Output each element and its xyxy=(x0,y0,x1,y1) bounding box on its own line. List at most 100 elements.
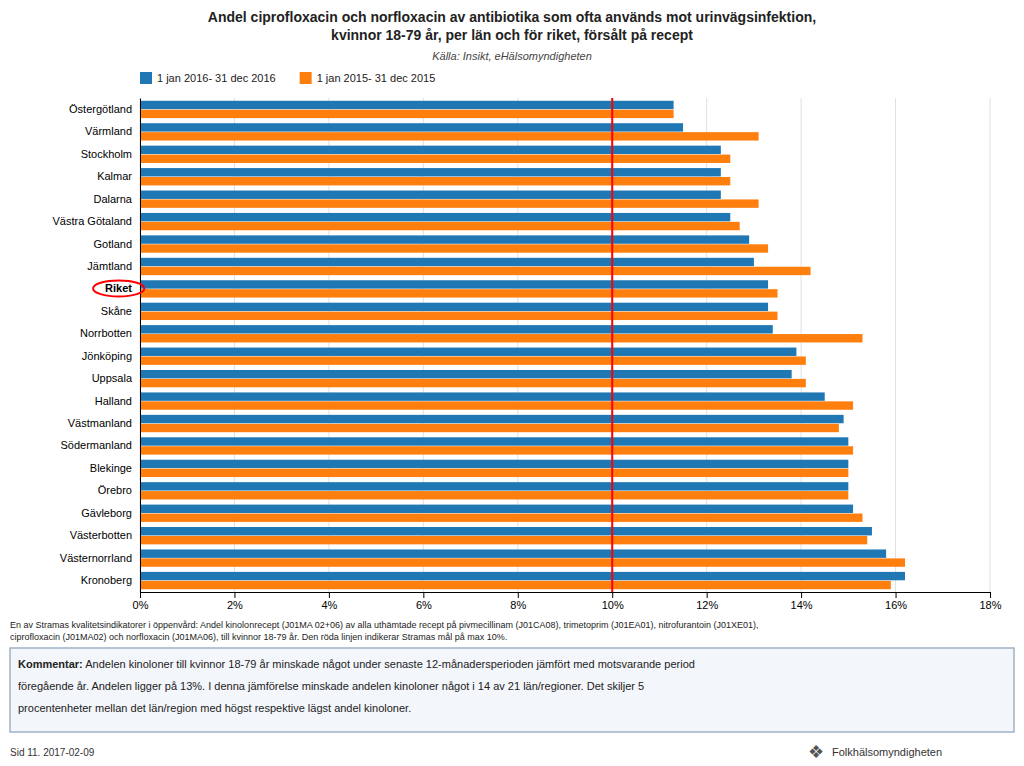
tick-label: 10% xyxy=(602,599,624,611)
bar xyxy=(140,527,872,535)
legend-entry: 1 jan 2016- 31 dec 2016 xyxy=(157,72,276,84)
grid-line xyxy=(895,98,896,592)
comment-title: Kommentar: xyxy=(18,658,83,670)
tick: Gotland xyxy=(93,238,132,250)
bar xyxy=(140,101,674,109)
bar xyxy=(140,469,848,477)
tick: Stockholm xyxy=(81,148,132,160)
tick-label: Jönköping xyxy=(82,350,132,362)
subtitle: Källa: Insikt, eHälsomyndigheten xyxy=(432,50,592,62)
bar xyxy=(140,303,768,311)
tick-mark xyxy=(801,592,802,598)
tick-label: Skåne xyxy=(101,305,132,317)
tick-label: Dalarna xyxy=(93,193,132,205)
bar xyxy=(140,325,773,333)
title: kvinnor 18-79 år, per län och för riket,… xyxy=(331,27,693,43)
bar xyxy=(140,258,754,266)
bar xyxy=(140,177,730,185)
bar xyxy=(140,244,768,252)
tick-label: Gotland xyxy=(93,238,132,250)
tick-mark xyxy=(423,592,424,598)
tick: Dalarna xyxy=(93,193,132,205)
tick: Halland xyxy=(95,395,132,407)
tick-label: Stockholm xyxy=(81,148,132,160)
note: ciprofloxacin (J01MA02) och norfloxacin … xyxy=(10,632,507,642)
tick: 14% xyxy=(791,592,813,611)
bar xyxy=(140,213,730,221)
x-axis: 0%2%4%6%8%10%12%14%16%18% xyxy=(133,592,1002,611)
bar xyxy=(140,415,844,423)
tick: Södermanland xyxy=(60,439,132,451)
tick-label: Gävleborg xyxy=(81,507,132,519)
bar xyxy=(140,392,825,400)
tick: Östergötland xyxy=(69,103,132,115)
tick: Uppsala xyxy=(92,372,133,384)
tick: Kronoberg xyxy=(81,574,132,586)
bar xyxy=(140,505,853,513)
tick-label: Värmland xyxy=(85,125,132,137)
bar xyxy=(140,446,853,454)
grid-line xyxy=(990,98,991,592)
tick: Västernorrland xyxy=(60,552,132,564)
tick-mark xyxy=(896,592,897,598)
tick: Norrbotten xyxy=(80,327,132,339)
bar xyxy=(140,146,721,154)
bar xyxy=(140,312,778,320)
tick-mark xyxy=(329,592,330,598)
tick: Örebro xyxy=(98,484,132,496)
bar xyxy=(140,289,778,297)
tick: Gävleborg xyxy=(81,507,132,519)
tick: Västerbotten xyxy=(70,529,132,541)
series xyxy=(140,110,905,590)
tick-label: Uppsala xyxy=(92,372,133,384)
tick: 6% xyxy=(416,592,432,611)
bar xyxy=(140,110,674,118)
tick-label: Blekinge xyxy=(90,462,132,474)
highlight-oval xyxy=(93,280,144,296)
bar xyxy=(140,514,863,522)
legend-swatch xyxy=(140,72,152,84)
tick-label: 4% xyxy=(321,599,337,611)
bar xyxy=(140,437,848,445)
bar xyxy=(140,491,848,499)
tick: Västmanland xyxy=(68,417,132,429)
tick-label: 18% xyxy=(979,599,1001,611)
legend-swatch xyxy=(300,72,312,84)
tick-label: Västra Götaland xyxy=(53,215,133,227)
bar xyxy=(140,424,839,432)
bar xyxy=(140,482,848,490)
comment-frame xyxy=(10,648,1014,732)
comment-line: procentenheter mellan det län/region med… xyxy=(18,702,411,714)
tick-label: 14% xyxy=(791,599,813,611)
bar xyxy=(140,549,886,557)
tick: 12% xyxy=(696,592,718,611)
tick-label: 6% xyxy=(416,599,432,611)
tick-label: 8% xyxy=(510,599,526,611)
legend: 1 jan 2016- 31 dec 20161 jan 2015- 31 de… xyxy=(140,72,435,84)
tick: Kalmar xyxy=(97,170,132,182)
bar xyxy=(140,199,759,207)
tick-label: Halland xyxy=(95,395,132,407)
tick-label: Västerbotten xyxy=(70,529,132,541)
tick: 16% xyxy=(885,592,907,611)
bar xyxy=(140,222,740,230)
tick-mark xyxy=(707,592,708,598)
tick: 18% xyxy=(979,592,1001,611)
tick: Riket xyxy=(105,282,132,294)
bar xyxy=(140,356,806,364)
bar xyxy=(140,191,721,199)
tick-label: 12% xyxy=(696,599,718,611)
page-text: Sid 11. 2017-02-09 xyxy=(10,747,95,758)
bar xyxy=(140,572,905,580)
bar xyxy=(140,123,683,131)
tick-label: Västmanland xyxy=(68,417,132,429)
tick: 2% xyxy=(227,592,243,611)
bar xyxy=(140,155,730,163)
tick-mark xyxy=(140,592,141,598)
bar xyxy=(140,379,806,387)
tick-label: Kalmar xyxy=(97,170,132,182)
bar xyxy=(140,370,792,378)
tick-label: Norrbotten xyxy=(80,327,132,339)
tick: Jönköping xyxy=(82,350,132,362)
tick-mark xyxy=(234,592,235,598)
